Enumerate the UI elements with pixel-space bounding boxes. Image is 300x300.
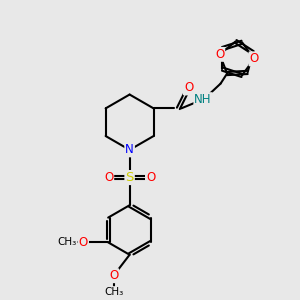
Text: O: O xyxy=(249,52,259,65)
Text: O: O xyxy=(215,48,224,61)
Text: O: O xyxy=(104,171,113,184)
Text: O: O xyxy=(184,82,193,94)
Text: CH₃: CH₃ xyxy=(58,237,77,248)
Text: CH₃: CH₃ xyxy=(104,287,123,297)
Text: O: O xyxy=(79,236,88,249)
Text: S: S xyxy=(125,171,134,184)
Text: N: N xyxy=(125,143,134,156)
Text: O: O xyxy=(146,171,155,184)
Text: NH: NH xyxy=(194,93,212,106)
Text: O: O xyxy=(109,269,118,282)
